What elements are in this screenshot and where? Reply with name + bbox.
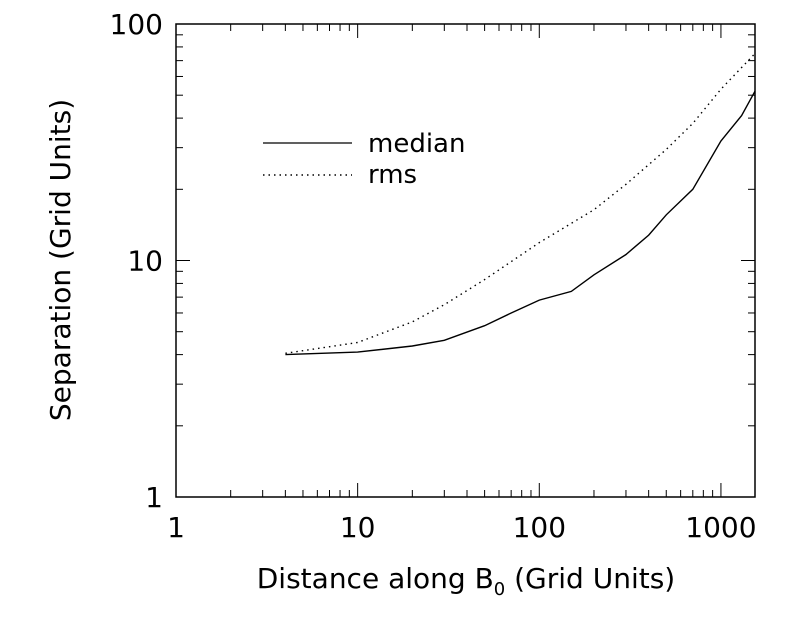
legend: median rms xyxy=(263,129,465,190)
x-tick-label: 10 xyxy=(340,511,376,544)
x-tick-label: 100 xyxy=(513,511,566,544)
y-axis-label: Separation (Grid Units) xyxy=(44,99,77,421)
y-tick-label: 100 xyxy=(110,8,163,41)
x-tick-label: 1 xyxy=(167,511,185,544)
x-axis-label: Distance along B0 (Grid Units) xyxy=(257,562,675,600)
x-tick-label: 1000 xyxy=(685,511,756,544)
series-line-rms xyxy=(285,53,756,354)
y-tick-label: 10 xyxy=(127,245,163,278)
plot-frame xyxy=(175,23,756,498)
series-line-median xyxy=(285,90,756,356)
y-tick-label: 1 xyxy=(145,481,163,514)
legend-label-rms: rms xyxy=(368,160,417,190)
legend-label-median: median xyxy=(368,129,465,159)
